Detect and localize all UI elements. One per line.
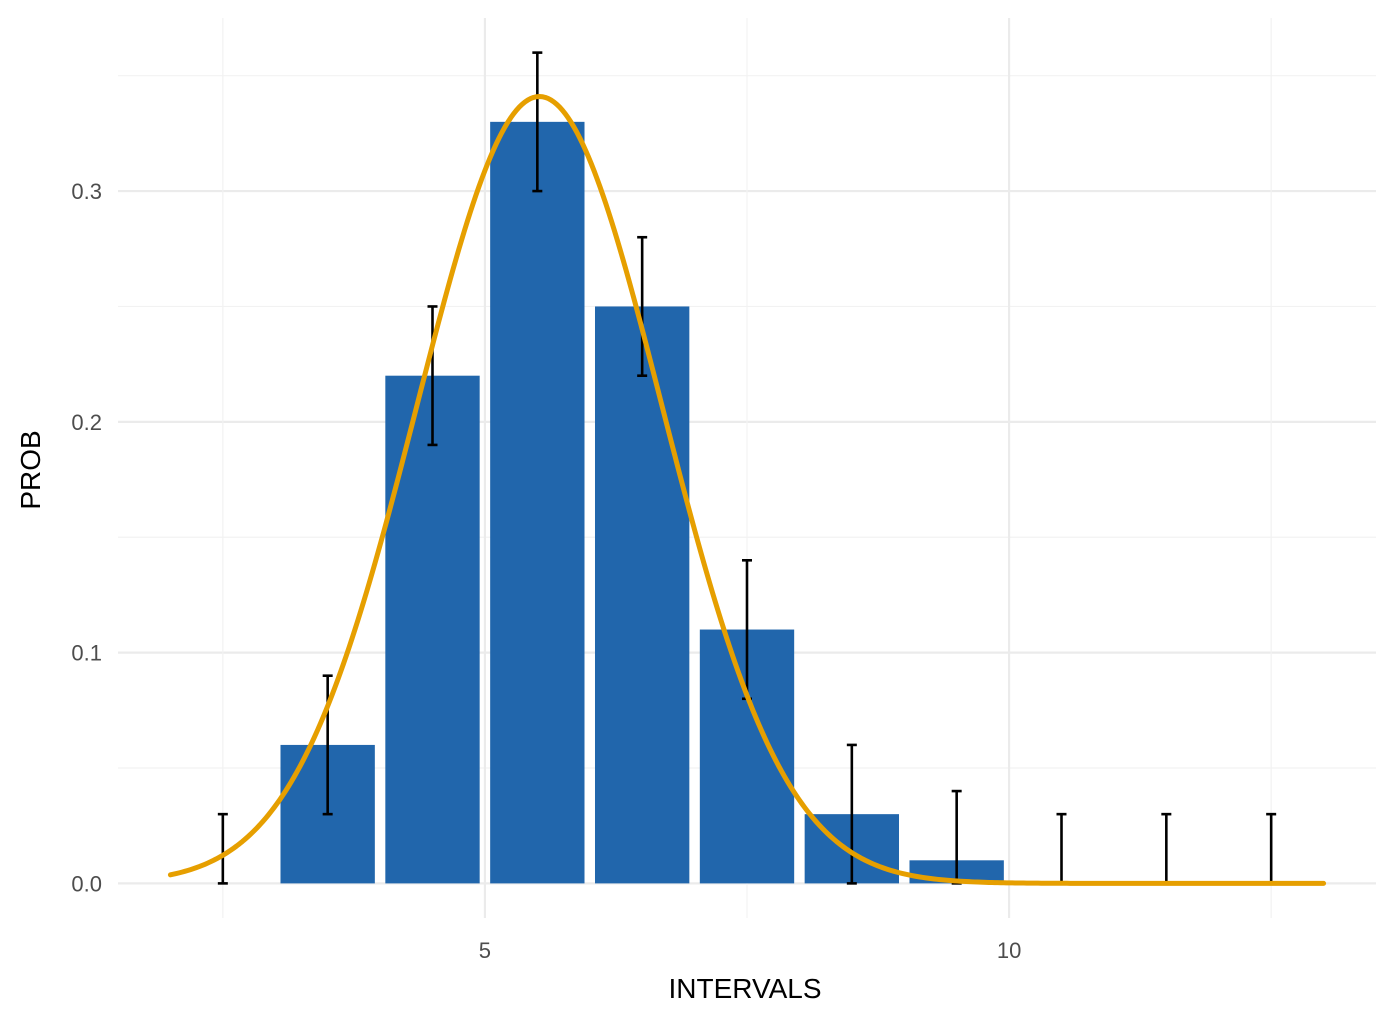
error-bar [532, 51, 543, 193]
bars [280, 121, 1004, 884]
x-axis-title: INTERVALS [668, 973, 821, 1004]
error-bars [217, 51, 1277, 885]
y-tick-label: 0.0 [71, 871, 102, 896]
error-bar [1266, 812, 1277, 885]
y-axis-title: PROB [15, 430, 46, 509]
error-bar [846, 743, 857, 885]
density-curve [167, 94, 1327, 886]
x-tick-label: 10 [997, 938, 1021, 963]
x-tick-label: 5 [479, 938, 491, 963]
error-bar [217, 812, 228, 885]
error-bar [1161, 812, 1172, 885]
bar [594, 306, 690, 884]
grid [118, 18, 1376, 918]
error-bar [1056, 812, 1067, 885]
y-tick-label: 0.1 [71, 641, 102, 666]
error-bar [637, 235, 648, 377]
y-tick-label: 0.3 [71, 179, 102, 204]
bar [385, 375, 480, 884]
density-curve-line [167, 94, 1327, 886]
bar [490, 121, 585, 884]
error-bar [322, 674, 333, 816]
error-bar [427, 305, 438, 447]
y-tick-label: 0.2 [71, 410, 102, 435]
tick-labels: 0.0 0.1 0.2 0.3 5 10 [71, 179, 1021, 963]
